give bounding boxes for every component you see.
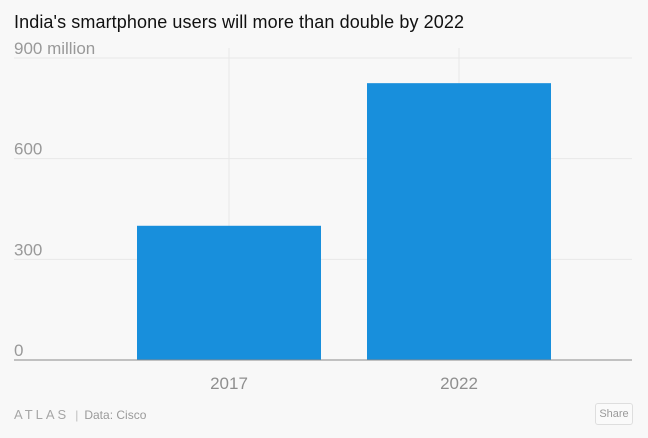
chart-title: India's smartphone users will more than … xyxy=(14,12,465,32)
share-button[interactable]: Share xyxy=(595,403,633,425)
x-tick-label: 2022 xyxy=(440,374,478,393)
x-tick-label: 2017 xyxy=(210,374,248,393)
y-tick-label: 900 million xyxy=(14,39,95,58)
data-source: Data: Cisco xyxy=(84,407,147,422)
y-tick-label: 600 xyxy=(14,140,42,159)
atlas-logo[interactable]: ATLAS xyxy=(14,407,70,422)
y-tick-label: 300 xyxy=(14,240,42,259)
footer-separator: | xyxy=(75,407,79,422)
bar-2017[interactable] xyxy=(137,225,321,360)
bar-2022[interactable] xyxy=(367,83,551,361)
bar-chart: 0 300 600 900 million 2017 2022 xyxy=(14,39,632,393)
y-tick-label: 0 xyxy=(14,341,23,360)
footer: ATLAS | Data: Cisco xyxy=(14,407,146,422)
